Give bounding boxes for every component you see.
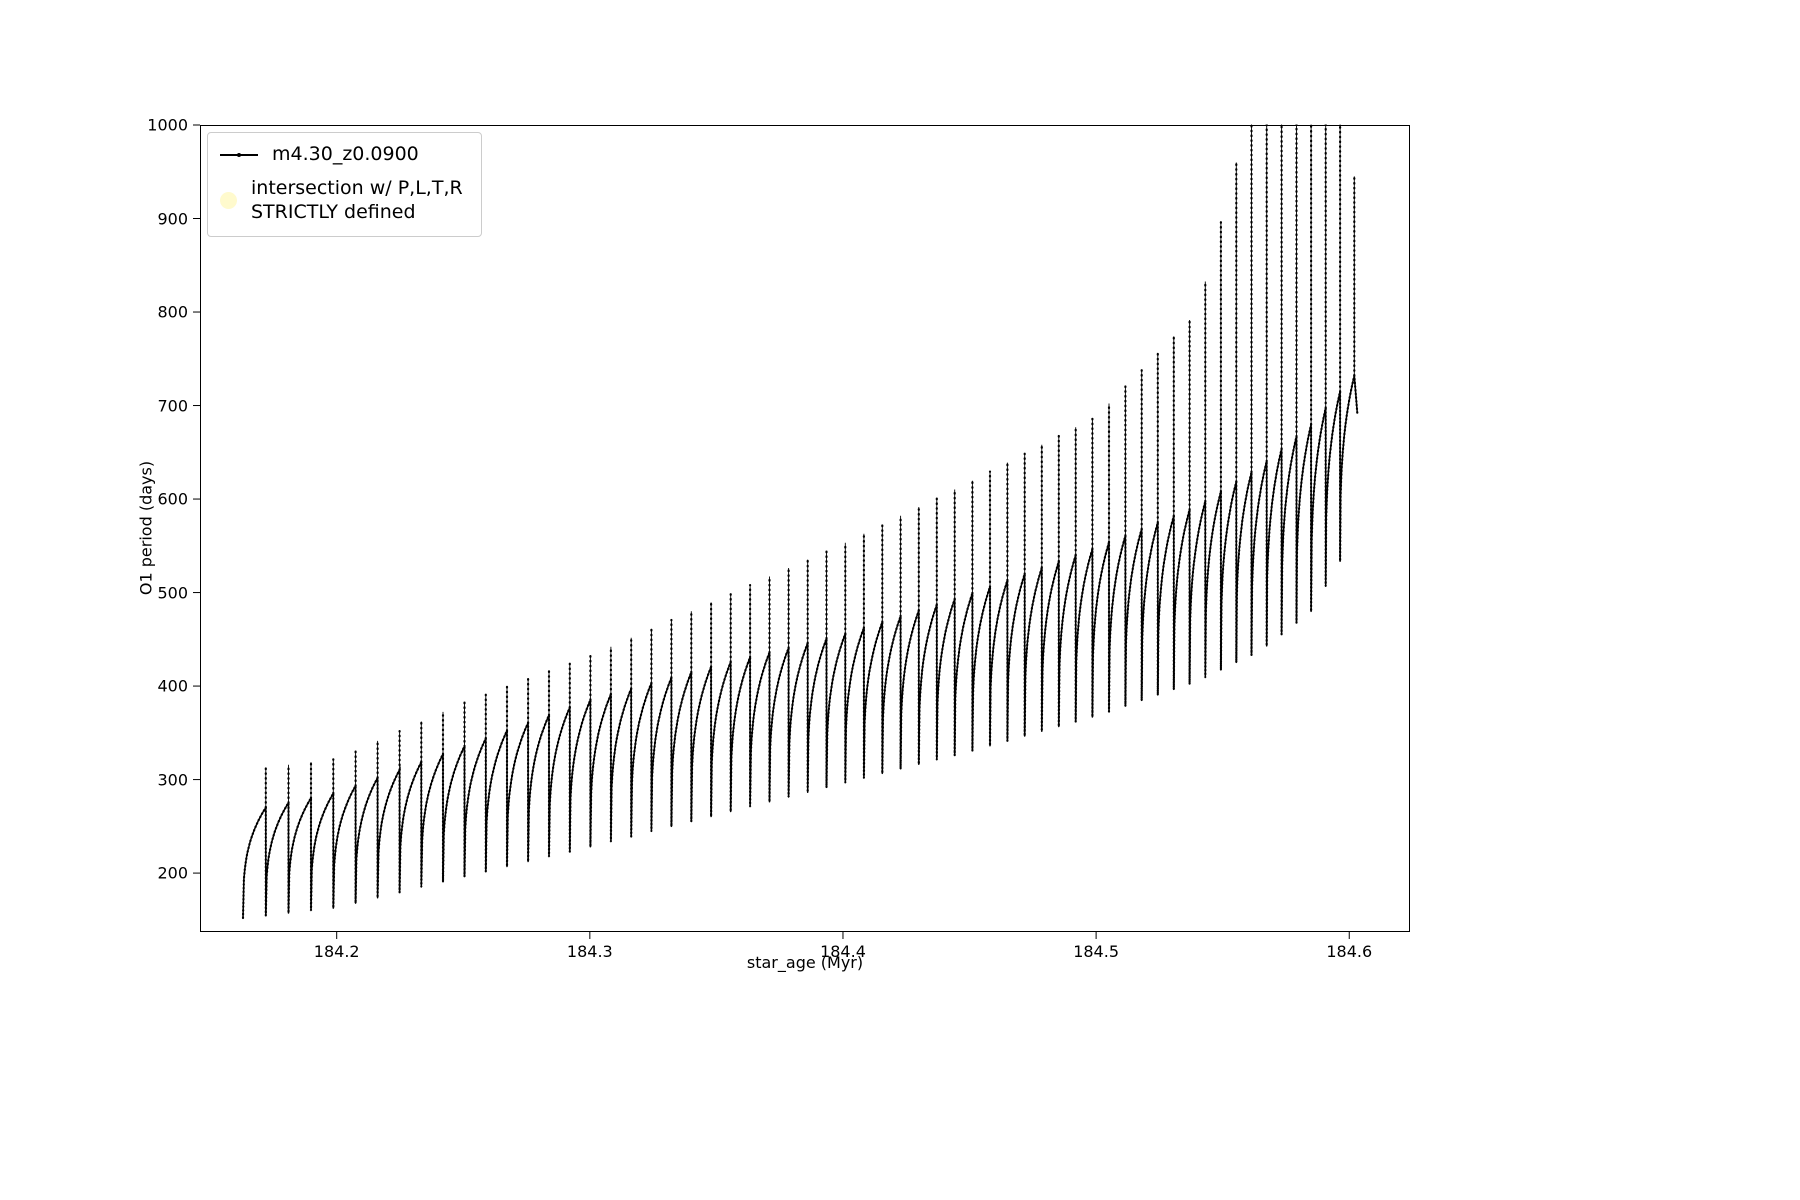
axes-frame xyxy=(200,125,1410,932)
legend-label-series: m4.30_z0.0900 xyxy=(272,143,419,165)
y-tick-label: 500 xyxy=(157,583,188,603)
legend: m4.30_z0.0900 intersection w/ P,L,T,R ST… xyxy=(207,132,482,238)
spike-dots xyxy=(264,124,1356,809)
y-axis-label: O1 period (days) xyxy=(136,460,156,596)
x-axis-label: star_age (Myr) xyxy=(746,953,864,972)
y-tick-label: 600 xyxy=(157,489,188,509)
tick-marks xyxy=(193,124,1350,939)
legend-item-intersection: intersection w/ P,L,T,R STRICTLY defined xyxy=(220,177,463,225)
x-tick-label: 184.6 xyxy=(1326,942,1373,961)
y-tick-label: 1000 xyxy=(147,115,188,135)
series-group xyxy=(241,124,1359,920)
legend-item-series: m4.30_z0.0900 xyxy=(220,143,463,167)
legend-label-intersection-line2: STRICTLY defined xyxy=(251,200,416,223)
dot-marker-icon xyxy=(220,192,237,209)
line-marker-icon xyxy=(220,153,258,158)
y-tick-label: 700 xyxy=(157,396,188,416)
x-tick-label: 184.3 xyxy=(566,942,613,961)
y-tick-label: 900 xyxy=(157,209,188,228)
x-tick-label: 184.2 xyxy=(313,942,360,961)
y-tick-label: 400 xyxy=(157,676,188,696)
y-tick-label: 200 xyxy=(157,863,188,883)
y-tick-label: 300 xyxy=(157,770,188,790)
legend-label-intersection: intersection w/ P,L,T,R STRICTLY defined xyxy=(251,177,463,225)
y-tick-label: 800 xyxy=(157,302,188,322)
x-tick-label: 184.4 xyxy=(820,942,866,961)
legend-label-intersection-line1: intersection w/ P,L,T,R xyxy=(251,176,463,199)
series-line-dots xyxy=(241,375,1359,920)
x-tick-label: 184.5 xyxy=(1073,942,1119,961)
